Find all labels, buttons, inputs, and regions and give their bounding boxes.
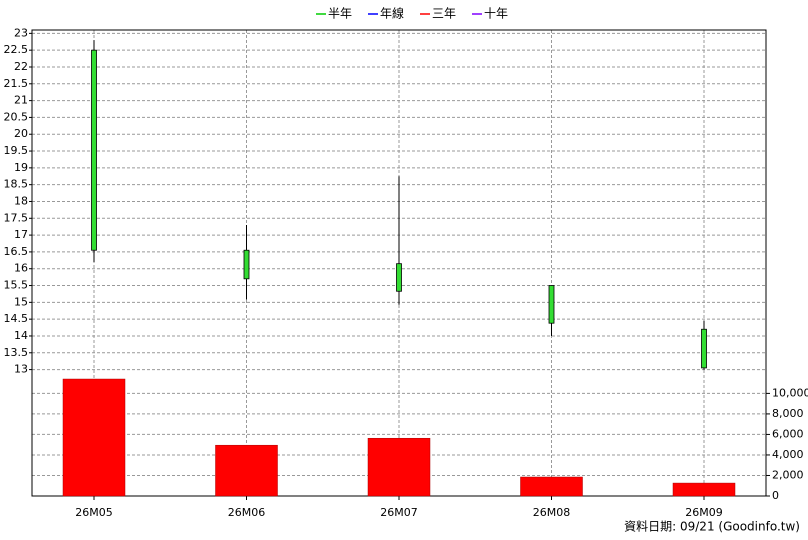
y2-tick-label: 6,000 <box>772 427 804 440</box>
legend-label: 年線 <box>380 6 404 21</box>
y-tick-label: 19.5 <box>4 144 29 157</box>
y-tick-label: 20 <box>14 127 28 140</box>
y-tick-label: 16.5 <box>4 245 29 258</box>
y2-tick-label: 0 <box>772 489 779 502</box>
legend-label: 十年 <box>484 7 508 21</box>
volume-bar <box>215 444 278 497</box>
candle-body <box>701 328 707 369</box>
y-tick-label: 22 <box>14 60 28 73</box>
y-tick-label: 22.5 <box>4 43 29 56</box>
legend-label: 半年 <box>328 7 352 21</box>
volume-bar <box>672 482 736 497</box>
candle-body <box>396 263 402 292</box>
footer: 資料日期: 09/21 (Goodinfo.tw) <box>624 520 800 534</box>
y2-tick-label: 8,000 <box>772 407 804 420</box>
y-tick-label: 21.5 <box>4 77 29 90</box>
candle-body <box>91 49 97 251</box>
y-tick-label: 19 <box>14 161 28 174</box>
y2-tick-label: 2,000 <box>772 468 804 481</box>
x-tick-label: 26M06 <box>228 506 266 519</box>
y-tick-label: 13.5 <box>4 346 29 359</box>
y-tick-label: 14 <box>14 329 28 342</box>
y-tick-label: 23 <box>14 26 28 39</box>
volume-bar <box>62 378 126 497</box>
y-tick-label: 15 <box>14 295 28 308</box>
candle-body <box>548 285 555 324</box>
volume-bar <box>520 476 583 497</box>
y-tick-label: 17 <box>14 228 28 241</box>
x-tick-label: 26M05 <box>75 506 113 519</box>
y-tick-label: 14.5 <box>4 312 29 325</box>
y2-tick-label: 4,000 <box>772 448 804 461</box>
legend-label: 三年 <box>432 7 456 21</box>
y-tick-label: 17.5 <box>4 211 29 224</box>
x-tick-label: 26M07 <box>380 506 418 519</box>
y-tick-label: 18.5 <box>4 178 29 191</box>
volume-bar <box>367 437 431 497</box>
x-tick-label: 26M08 <box>533 506 571 519</box>
y-tick-label: 20.5 <box>4 110 29 123</box>
y2-tick-label: 10,000 <box>772 386 808 399</box>
y-tick-label: 18 <box>14 194 28 207</box>
x-tick-label: 26M09 <box>685 506 723 519</box>
y-tick-label: 13 <box>14 363 28 376</box>
y-tick-label: 15.5 <box>4 279 29 292</box>
candle-body <box>243 249 250 280</box>
y-tick-label: 16 <box>14 262 28 275</box>
y-tick-label: 21 <box>14 94 28 107</box>
